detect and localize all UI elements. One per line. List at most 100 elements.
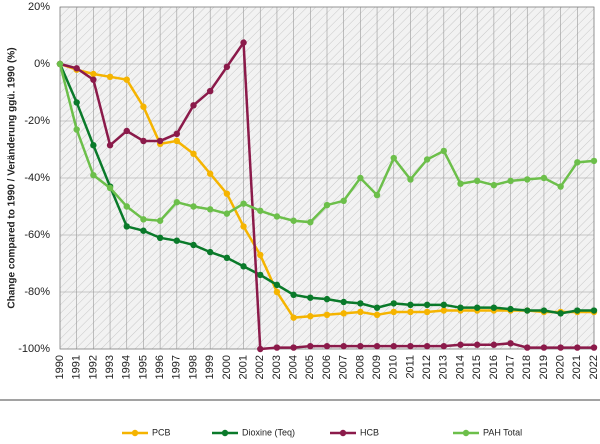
data-point [440, 307, 448, 314]
data-point [340, 310, 347, 317]
data-point [373, 304, 381, 311]
data-point [206, 248, 214, 256]
data-point [290, 217, 297, 224]
data-point [423, 308, 431, 316]
data-point [257, 207, 264, 214]
x-tick-label: 2021 [571, 355, 583, 379]
data-point [223, 63, 231, 71]
x-tick-label: 1999 [204, 355, 216, 379]
data-point [407, 308, 414, 316]
data-point [440, 147, 448, 155]
data-point [357, 300, 364, 307]
y-tick-label: -80% [24, 286, 50, 298]
data-point [340, 298, 347, 306]
data-point [257, 271, 264, 279]
data-point [390, 308, 397, 316]
data-point [323, 311, 331, 318]
data-point [90, 142, 97, 149]
x-tick-label: 2009 [371, 355, 383, 379]
data-point [140, 103, 147, 110]
x-tick-label: 1991 [71, 355, 83, 379]
data-point [223, 254, 231, 261]
data-point [240, 263, 247, 270]
x-tick-label: 2003 [271, 355, 283, 379]
x-tick-label: 2010 [388, 355, 400, 379]
x-tick-label: 1995 [137, 355, 149, 379]
data-point [507, 177, 514, 185]
x-tick-label: 1998 [187, 355, 199, 379]
data-point [390, 300, 397, 307]
data-point [290, 291, 297, 299]
x-tick-label: 1994 [121, 355, 133, 379]
x-tick-label: 2005 [304, 355, 316, 379]
data-point [490, 181, 498, 189]
data-point [507, 305, 514, 313]
x-tick-label: 2020 [555, 355, 567, 379]
legend-text: HCB [360, 427, 379, 437]
data-point [90, 76, 97, 83]
data-point [240, 39, 247, 46]
data-point [574, 344, 581, 351]
data-point [240, 200, 247, 207]
data-point [473, 177, 481, 185]
data-point [407, 301, 414, 309]
x-tick-label: 2006 [321, 355, 333, 379]
data-point [457, 304, 464, 311]
data-point [407, 342, 414, 350]
data-point [340, 197, 347, 204]
x-tick-label: 2004 [288, 355, 300, 379]
data-point [590, 157, 598, 165]
data-point [123, 223, 130, 230]
x-tick-label: 2017 [504, 355, 516, 379]
x-tick-label: 2015 [471, 355, 483, 379]
data-point [540, 344, 548, 351]
data-point [190, 203, 197, 210]
data-point [457, 341, 464, 348]
data-point [373, 191, 381, 199]
data-point [307, 342, 314, 350]
y-tick-label: -100% [18, 343, 50, 355]
data-point [173, 137, 181, 145]
data-point [423, 156, 431, 163]
x-tick-label: 2014 [454, 355, 466, 379]
data-point [323, 295, 331, 303]
data-point [323, 342, 331, 350]
data-point [90, 171, 97, 179]
x-tick-label: 2000 [221, 355, 233, 379]
x-tick-label: 2016 [488, 355, 500, 379]
data-point [90, 70, 97, 78]
data-point [290, 344, 297, 351]
data-point [273, 281, 281, 289]
x-tick-label: 1992 [87, 355, 99, 379]
x-tick-label: 2011 [404, 355, 416, 379]
data-point [106, 184, 114, 192]
data-point [524, 307, 531, 314]
y-tick-label: 0% [34, 58, 50, 70]
x-tick-label: 2013 [438, 355, 450, 379]
data-point [440, 301, 448, 309]
data-point [123, 127, 130, 135]
x-tick-label: 2018 [521, 355, 533, 379]
data-point [574, 159, 581, 166]
data-point [257, 251, 264, 259]
legend-marker [339, 429, 347, 437]
data-point [323, 201, 331, 209]
data-point [290, 314, 297, 321]
data-point [257, 345, 264, 353]
y-tick-label: -60% [24, 229, 50, 241]
data-point [457, 180, 464, 187]
x-tick-label: 2008 [354, 355, 366, 379]
data-point [590, 307, 598, 314]
y-axis-label: Change compared to 1990 / Veränderung gg… [7, 47, 18, 308]
x-tick-label: 2002 [254, 355, 266, 379]
data-point [357, 308, 364, 316]
data-point [123, 76, 130, 83]
data-point [223, 190, 231, 197]
data-point [73, 126, 80, 133]
data-point [357, 174, 364, 182]
x-tick-label: 2022 [588, 355, 600, 379]
data-point [173, 237, 181, 244]
data-point [307, 294, 314, 301]
data-point [206, 170, 214, 177]
data-point [490, 341, 498, 348]
